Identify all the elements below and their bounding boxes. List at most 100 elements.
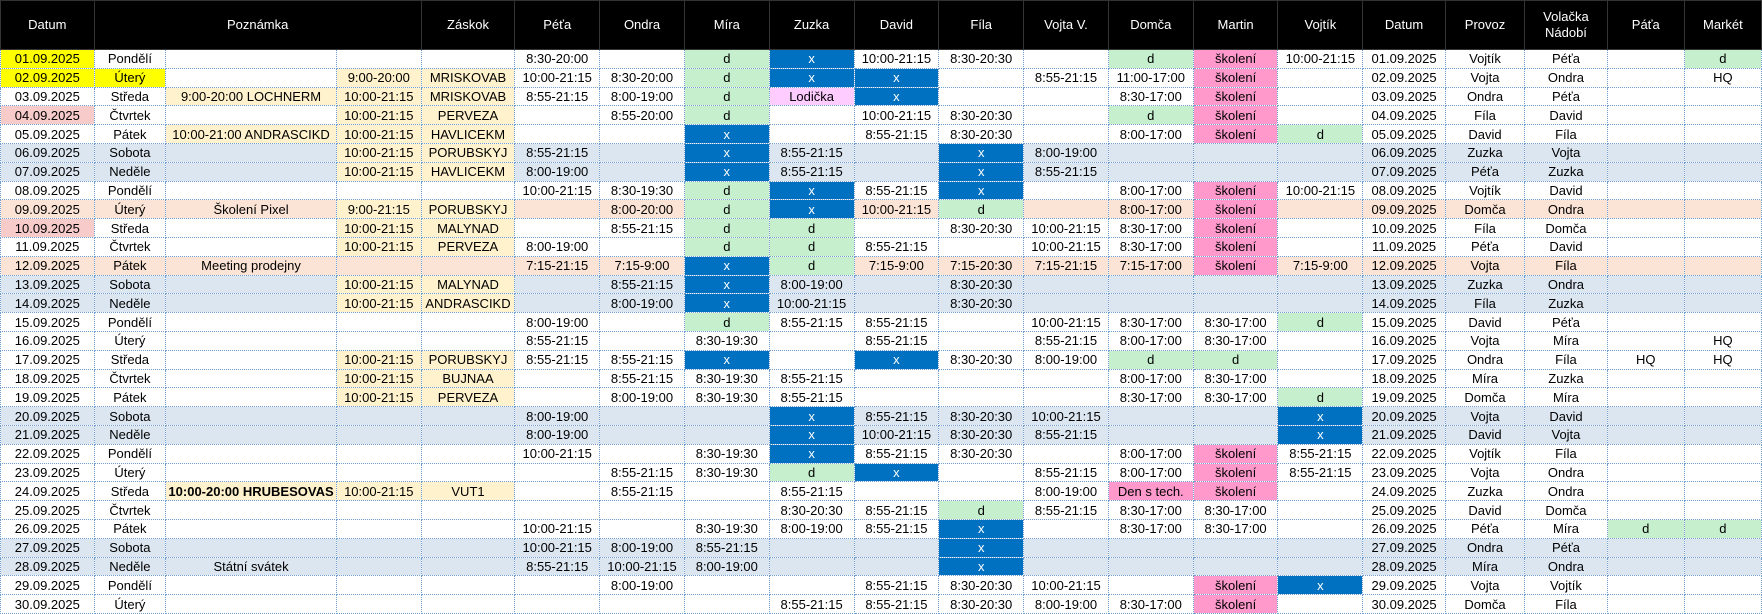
cell-ondra[interactable]: 8:55-21:15 (599, 349, 685, 370)
cell-mira[interactable]: 8:30-19:30 (683, 518, 770, 539)
cell-fila[interactable] (938, 368, 1025, 389)
header-fila[interactable]: Fíla (938, 0, 1025, 50)
cell-zaskok-jmeno[interactable] (420, 594, 516, 614)
cell-pata[interactable] (1606, 594, 1685, 614)
cell-david[interactable]: 8:55-21:15 (853, 500, 940, 520)
cell-den[interactable]: Sobota (93, 537, 167, 558)
cell-market[interactable] (1683, 556, 1762, 577)
cell-zaskok-jmeno[interactable]: PERVEZA (420, 236, 516, 257)
cell-den[interactable]: Pátek (93, 124, 167, 144)
cell-vojta-v[interactable]: 8:55-21:15 (1023, 462, 1109, 483)
cell-market[interactable] (1683, 274, 1762, 295)
cell-mira[interactable]: d (683, 105, 770, 126)
cell-zuzka[interactable]: x (768, 443, 855, 464)
cell-poznamka[interactable] (165, 293, 337, 314)
cell-zaskok-jmeno[interactable]: PORUBSKYJ (420, 349, 516, 370)
cell-zaskok-jmeno[interactable] (420, 424, 516, 445)
cell-fila[interactable]: 8:30-20:30 (938, 49, 1025, 69)
cell-domca[interactable]: d (1107, 349, 1194, 370)
cell-martin[interactable]: školení (1192, 236, 1279, 257)
cell-volacka-nadobi[interactable]: Ondra (1524, 556, 1608, 577)
cell-martin[interactable]: školení (1192, 575, 1279, 596)
cell-vojtik[interactable] (1277, 274, 1364, 295)
cell-vojta-v[interactable] (1023, 105, 1109, 126)
header-ondra[interactable]: Ondra (599, 0, 685, 50)
cell-peta[interactable] (514, 124, 601, 144)
cell-pata[interactable] (1606, 387, 1685, 408)
cell-zaskok-cas[interactable] (335, 518, 422, 539)
cell-martin[interactable]: školení (1192, 255, 1279, 276)
cell-fila[interactable] (938, 236, 1025, 257)
cell-pata[interactable] (1606, 67, 1685, 88)
cell-datum-2[interactable]: 05.09.2025 (1362, 124, 1446, 144)
cell-fila[interactable]: 7:15-20:30 (938, 255, 1025, 276)
cell-market[interactable] (1683, 105, 1762, 126)
cell-vojtik[interactable]: d (1277, 124, 1364, 144)
cell-ondra[interactable] (599, 142, 685, 163)
cell-market[interactable] (1683, 312, 1762, 332)
cell-den[interactable]: Pondělí (93, 180, 167, 201)
cell-den[interactable]: Úterý (93, 330, 167, 351)
cell-fila[interactable] (938, 481, 1025, 502)
cell-den[interactable]: Neděle (93, 293, 167, 314)
cell-mira[interactable]: 8:30-19:30 (683, 462, 770, 483)
cell-vojta-v[interactable] (1023, 518, 1109, 539)
cell-ondra[interactable]: 8:00-19:00 (599, 575, 685, 596)
cell-provoz[interactable]: Fíla (1444, 293, 1526, 314)
cell-zaskok-jmeno[interactable]: PORUBSKYJ (420, 142, 516, 163)
cell-zuzka[interactable]: x (768, 180, 855, 201)
cell-martin[interactable] (1192, 142, 1279, 163)
cell-martin[interactable]: d (1192, 349, 1279, 370)
cell-ondra[interactable]: 8:30-19:30 (599, 180, 685, 201)
cell-zaskok-jmeno[interactable] (420, 443, 516, 464)
header-poznamka[interactable]: Poznámka (93, 0, 422, 50)
cell-market[interactable] (1683, 180, 1762, 201)
cell-vojtik[interactable] (1277, 86, 1364, 107)
cell-peta[interactable]: 8:55-21:15 (514, 556, 601, 577)
cell-vojtik[interactable] (1277, 349, 1364, 370)
cell-zuzka[interactable]: 8:30-20:30 (768, 500, 855, 520)
cell-poznamka[interactable] (165, 518, 337, 539)
cell-zuzka[interactable]: 8:55-21:15 (768, 142, 855, 163)
cell-vojta-v[interactable]: 10:00-21:15 (1023, 575, 1109, 596)
cell-volacka-nadobi[interactable]: Míra (1524, 387, 1608, 408)
cell-mira[interactable] (683, 406, 770, 426)
header-zaskok[interactable]: Záskok (420, 0, 516, 50)
cell-volacka-nadobi[interactable]: Fíla (1524, 594, 1608, 614)
cell-poznamka[interactable] (165, 387, 337, 408)
cell-volacka-nadobi[interactable]: Fíla (1524, 255, 1608, 276)
cell-ondra[interactable]: 8:00-19:00 (599, 537, 685, 558)
cell-domca[interactable] (1107, 556, 1194, 577)
cell-domca[interactable]: 8:00-17:00 (1107, 368, 1194, 389)
cell-vojtik[interactable]: x (1277, 424, 1364, 445)
cell-datum[interactable]: 30.09.2025 (0, 594, 95, 614)
cell-martin[interactable]: školení (1192, 218, 1279, 238)
cell-david[interactable]: 8:55-21:15 (853, 312, 940, 332)
cell-volacka-nadobi[interactable]: Vojta (1524, 424, 1608, 445)
cell-volacka-nadobi[interactable]: Ondra (1524, 462, 1608, 483)
cell-fila[interactable]: 8:30-20:30 (938, 293, 1025, 314)
cell-martin[interactable] (1192, 274, 1279, 295)
cell-poznamka[interactable] (165, 537, 337, 558)
cell-den[interactable]: Čtvrtek (93, 105, 167, 126)
cell-volacka-nadobi[interactable]: Zuzka (1524, 368, 1608, 389)
cell-ondra[interactable] (599, 406, 685, 426)
cell-provoz[interactable]: David (1444, 424, 1526, 445)
cell-pata[interactable] (1606, 124, 1685, 144)
cell-martin[interactable]: školení (1192, 124, 1279, 144)
cell-vojta-v[interactable]: 10:00-21:15 (1023, 406, 1109, 426)
cell-ondra[interactable]: 7:15-9:00 (599, 255, 685, 276)
cell-volacka-nadobi[interactable]: Ondra (1524, 199, 1608, 220)
cell-pata[interactable] (1606, 293, 1685, 314)
cell-vojtik[interactable]: d (1277, 312, 1364, 332)
cell-martin[interactable]: 8:30-17:00 (1192, 518, 1279, 539)
cell-martin[interactable]: školení (1192, 105, 1279, 126)
cell-datum[interactable]: 29.09.2025 (0, 575, 95, 596)
cell-david[interactable]: 10:00-21:15 (853, 199, 940, 220)
cell-vojta-v[interactable] (1023, 443, 1109, 464)
cell-datum[interactable]: 04.09.2025 (0, 105, 95, 126)
cell-provoz[interactable]: Vojta (1444, 330, 1526, 351)
cell-domca[interactable] (1107, 274, 1194, 295)
cell-volacka-nadobi[interactable]: Fíla (1524, 349, 1608, 370)
cell-david[interactable] (853, 293, 940, 314)
